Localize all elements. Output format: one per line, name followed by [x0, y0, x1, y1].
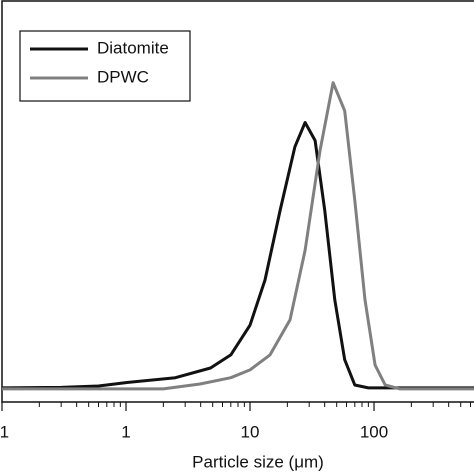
x-tick-label: .1 — [0, 422, 9, 441]
x-tick-label: 1 — [121, 422, 130, 441]
legend-label: DPWC — [97, 67, 149, 86]
x-tick-label: 100 — [360, 422, 388, 441]
x-axis-label: Particle size (μm) — [192, 452, 324, 471]
plot-frame — [1, 0, 474, 403]
legend-box — [19, 30, 191, 102]
series-line — [1, 121, 474, 390]
legend-label: Diatomite — [97, 38, 169, 57]
x-tick-label: 10 — [241, 422, 260, 441]
series-line — [2, 81, 474, 391]
